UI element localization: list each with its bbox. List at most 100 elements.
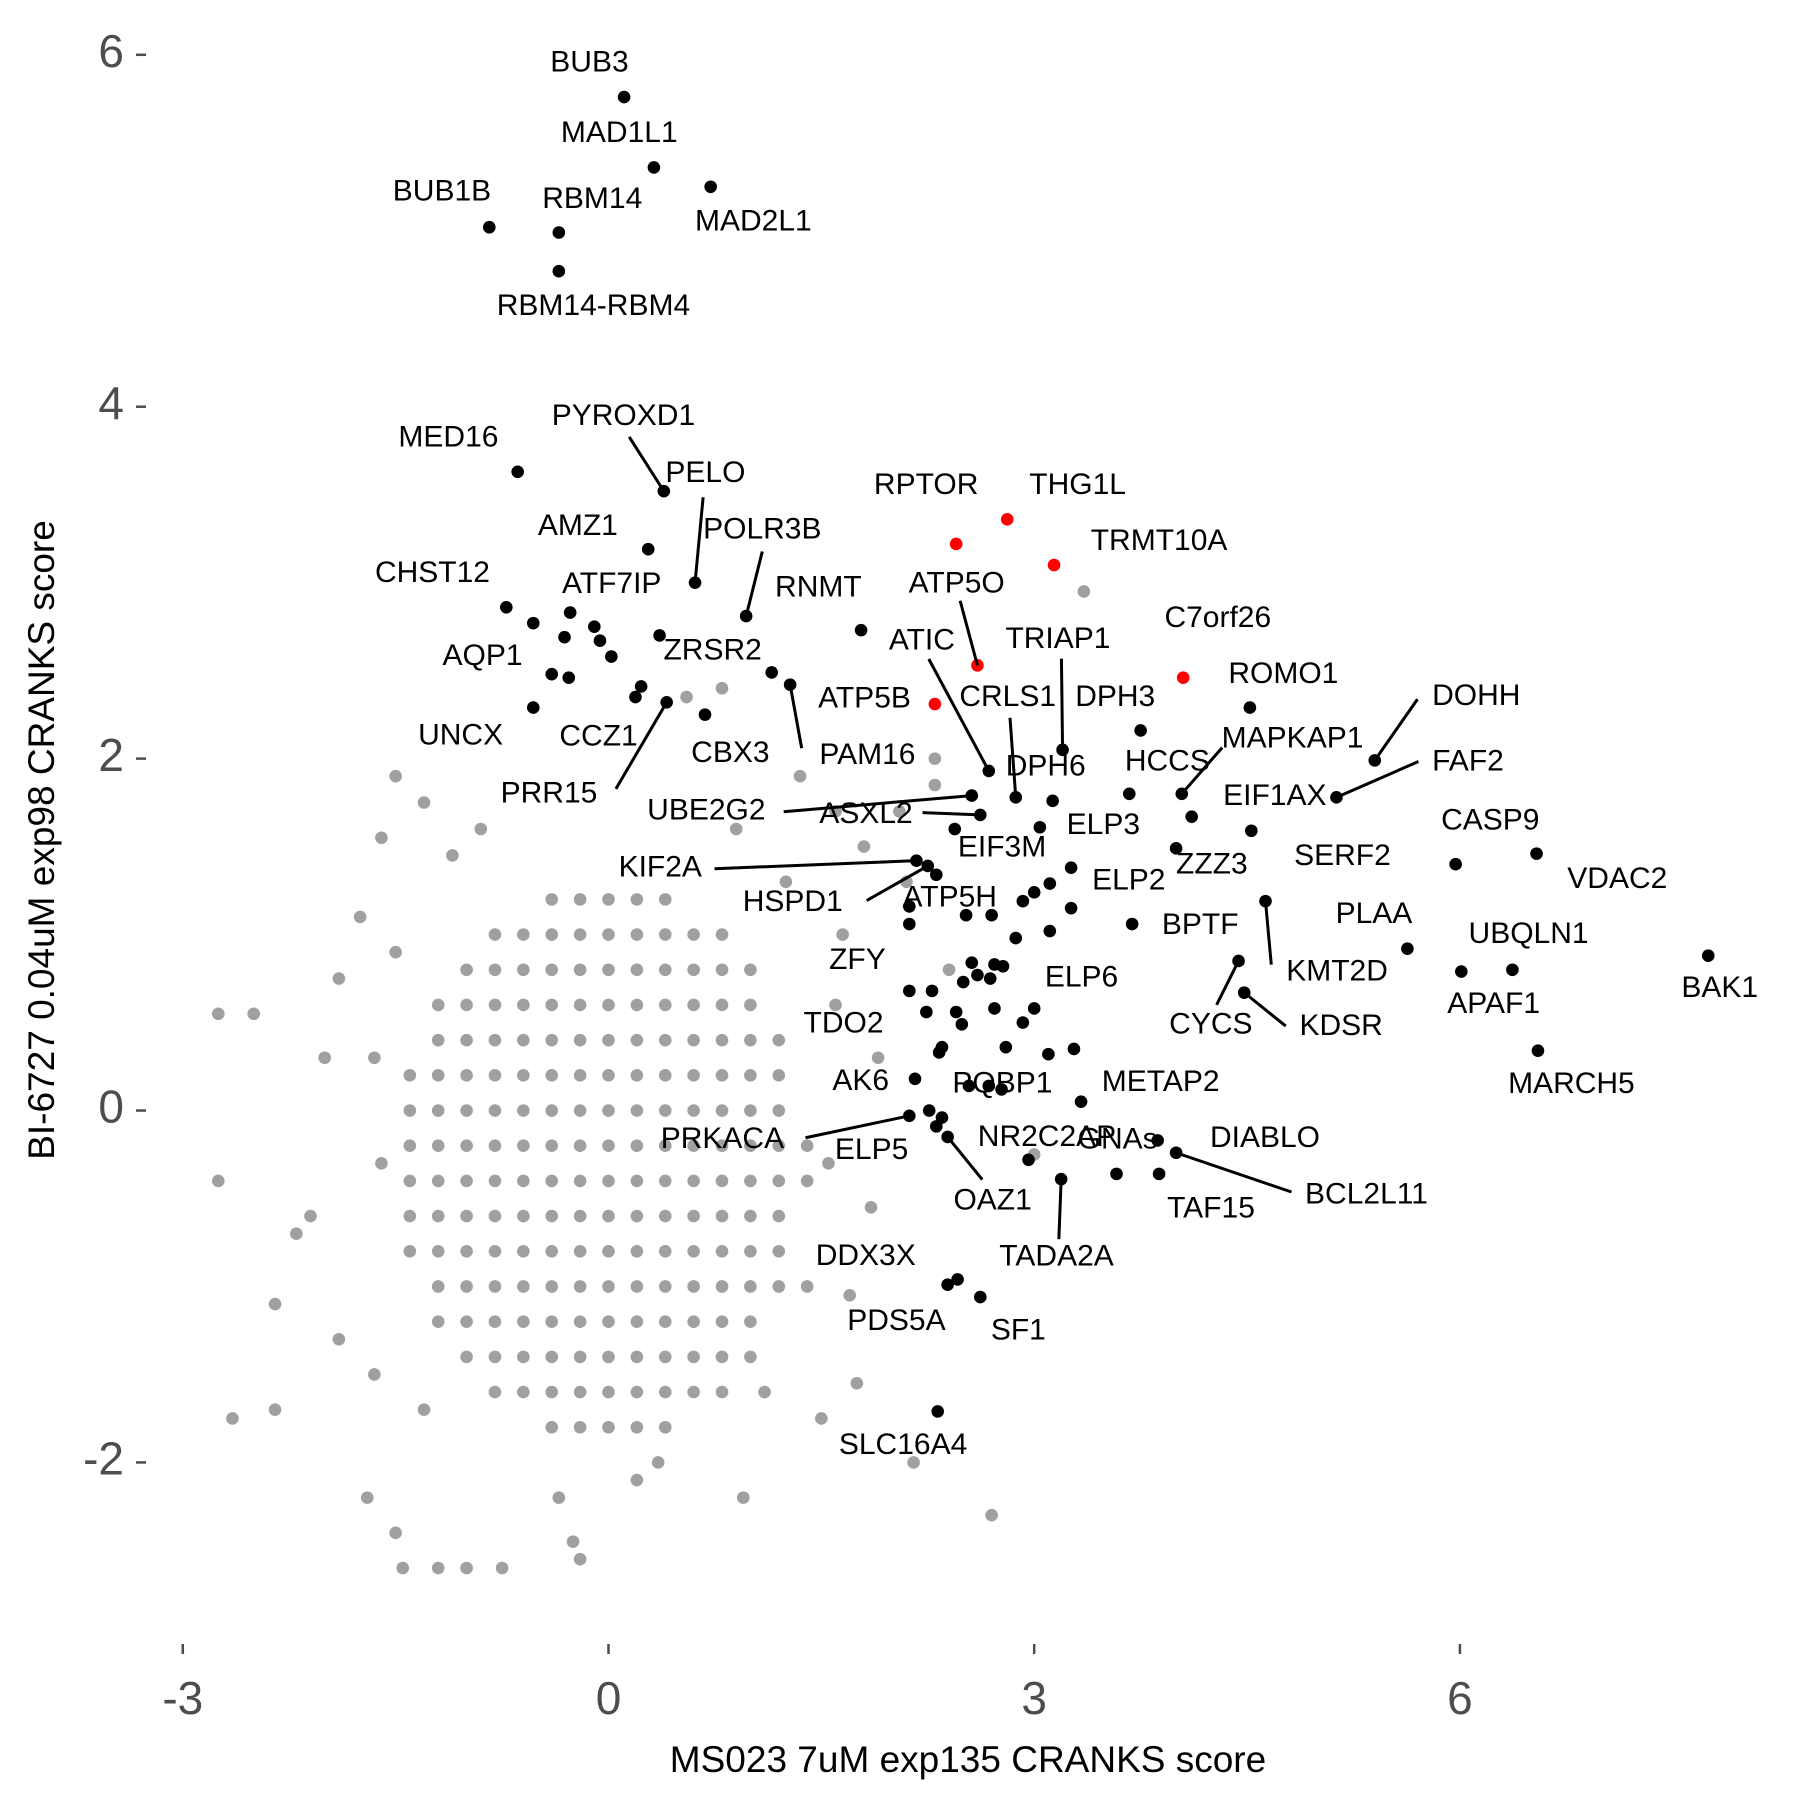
point-label: PLAA [1336, 897, 1413, 930]
highlight-point [929, 868, 943, 882]
leader-line [783, 794, 972, 814]
background-point [630, 1069, 644, 1082]
background-point [545, 963, 559, 977]
point-label: ELP3 [1067, 808, 1140, 841]
background-point [772, 1209, 786, 1223]
leader-line [1243, 991, 1287, 1028]
background-point [488, 1069, 502, 1082]
highlight-point [511, 465, 524, 479]
background-point [658, 1315, 672, 1328]
background-point [417, 796, 431, 809]
background-point [517, 1033, 530, 1047]
x-tick-label: 0 [596, 1672, 622, 1724]
background-point [403, 1069, 417, 1082]
highlight-point [558, 630, 571, 644]
background-point [715, 963, 729, 977]
background-point [488, 1139, 502, 1153]
highlight-point [922, 1104, 936, 1117]
background-point [630, 1139, 644, 1153]
background-point [566, 1535, 580, 1548]
background-point [460, 1315, 473, 1328]
background-point [687, 1385, 700, 1399]
background-point [687, 1139, 700, 1153]
background-point [602, 1139, 615, 1153]
highlight-point [949, 1005, 963, 1019]
background-point [658, 1244, 672, 1258]
point-label: KMT2D [1286, 955, 1388, 988]
highlight-point [1022, 1153, 1035, 1167]
background-point [658, 1350, 672, 1364]
background-point [431, 1104, 445, 1117]
background-point [715, 1069, 729, 1082]
background-point [573, 928, 587, 941]
highlight-point [962, 1079, 976, 1093]
background-point [602, 1069, 615, 1082]
background-point [552, 1491, 566, 1504]
background-point [687, 1244, 700, 1258]
background-point [630, 1420, 644, 1434]
background-point [602, 1244, 615, 1258]
point-label: CBX3 [691, 736, 769, 769]
highlight-point [1000, 513, 1014, 526]
background-point [602, 1385, 615, 1399]
leader-line [1180, 746, 1224, 795]
point-label: PYROXD1 [552, 399, 695, 432]
highlight-point [1530, 847, 1543, 860]
point-label: ELP6 [1045, 960, 1118, 993]
background-point [403, 1244, 417, 1258]
highlight-point [617, 90, 631, 104]
highlight-point [1176, 671, 1190, 684]
background-point [517, 1174, 530, 1188]
highlight-point [920, 1005, 933, 1019]
point-label: ZRSR2 [663, 634, 761, 667]
background-point [396, 1561, 410, 1575]
highlight-point [647, 161, 661, 174]
highlight-point [955, 1018, 969, 1031]
background-point [602, 893, 615, 906]
point-label: RBM14 [542, 182, 642, 215]
background-point [573, 1420, 587, 1434]
highlight-point [959, 908, 973, 922]
background-point [744, 1350, 757, 1364]
highlight-point [956, 975, 970, 989]
background-point [630, 1280, 644, 1293]
point-label: CYCS [1169, 1008, 1252, 1041]
highlight-point [903, 917, 916, 931]
point-label: PQBP1 [952, 1067, 1052, 1100]
background-point [744, 1104, 757, 1117]
background-point [545, 928, 559, 941]
point-label: FAF2 [1432, 745, 1504, 778]
point-label: OAZ1 [953, 1183, 1031, 1216]
background-point [715, 928, 729, 941]
highlight-point [1110, 1167, 1123, 1181]
background-point [431, 1561, 445, 1575]
highlight-point [482, 220, 496, 234]
background-point [772, 1139, 786, 1153]
background-point [431, 1033, 445, 1047]
background-point [651, 1456, 665, 1469]
background-point [545, 1069, 559, 1082]
background-point [864, 1201, 878, 1214]
point-label: CRLS1 [959, 680, 1056, 713]
point-label: UBQLN1 [1469, 917, 1589, 950]
background-point [630, 1209, 644, 1223]
point-label: SERF2 [1294, 839, 1391, 872]
background-point [687, 1350, 700, 1364]
highlight-point [1043, 877, 1057, 890]
highlight-point [951, 1273, 964, 1286]
background-point [431, 1174, 445, 1188]
background-point [431, 1315, 445, 1328]
highlight-point [932, 1046, 946, 1059]
highlight-point [1134, 724, 1147, 737]
background-point [630, 1174, 644, 1188]
point-label: ASXL2 [819, 797, 912, 830]
background-point [460, 1350, 473, 1364]
background-point [375, 1157, 388, 1170]
highlight-point [1046, 794, 1059, 808]
background-point [744, 1139, 757, 1153]
point-label: DIABLO [1210, 1121, 1320, 1154]
background-point [488, 1033, 502, 1047]
highlight-point [593, 634, 607, 648]
background-point [779, 875, 793, 889]
leader-line [1335, 760, 1419, 799]
